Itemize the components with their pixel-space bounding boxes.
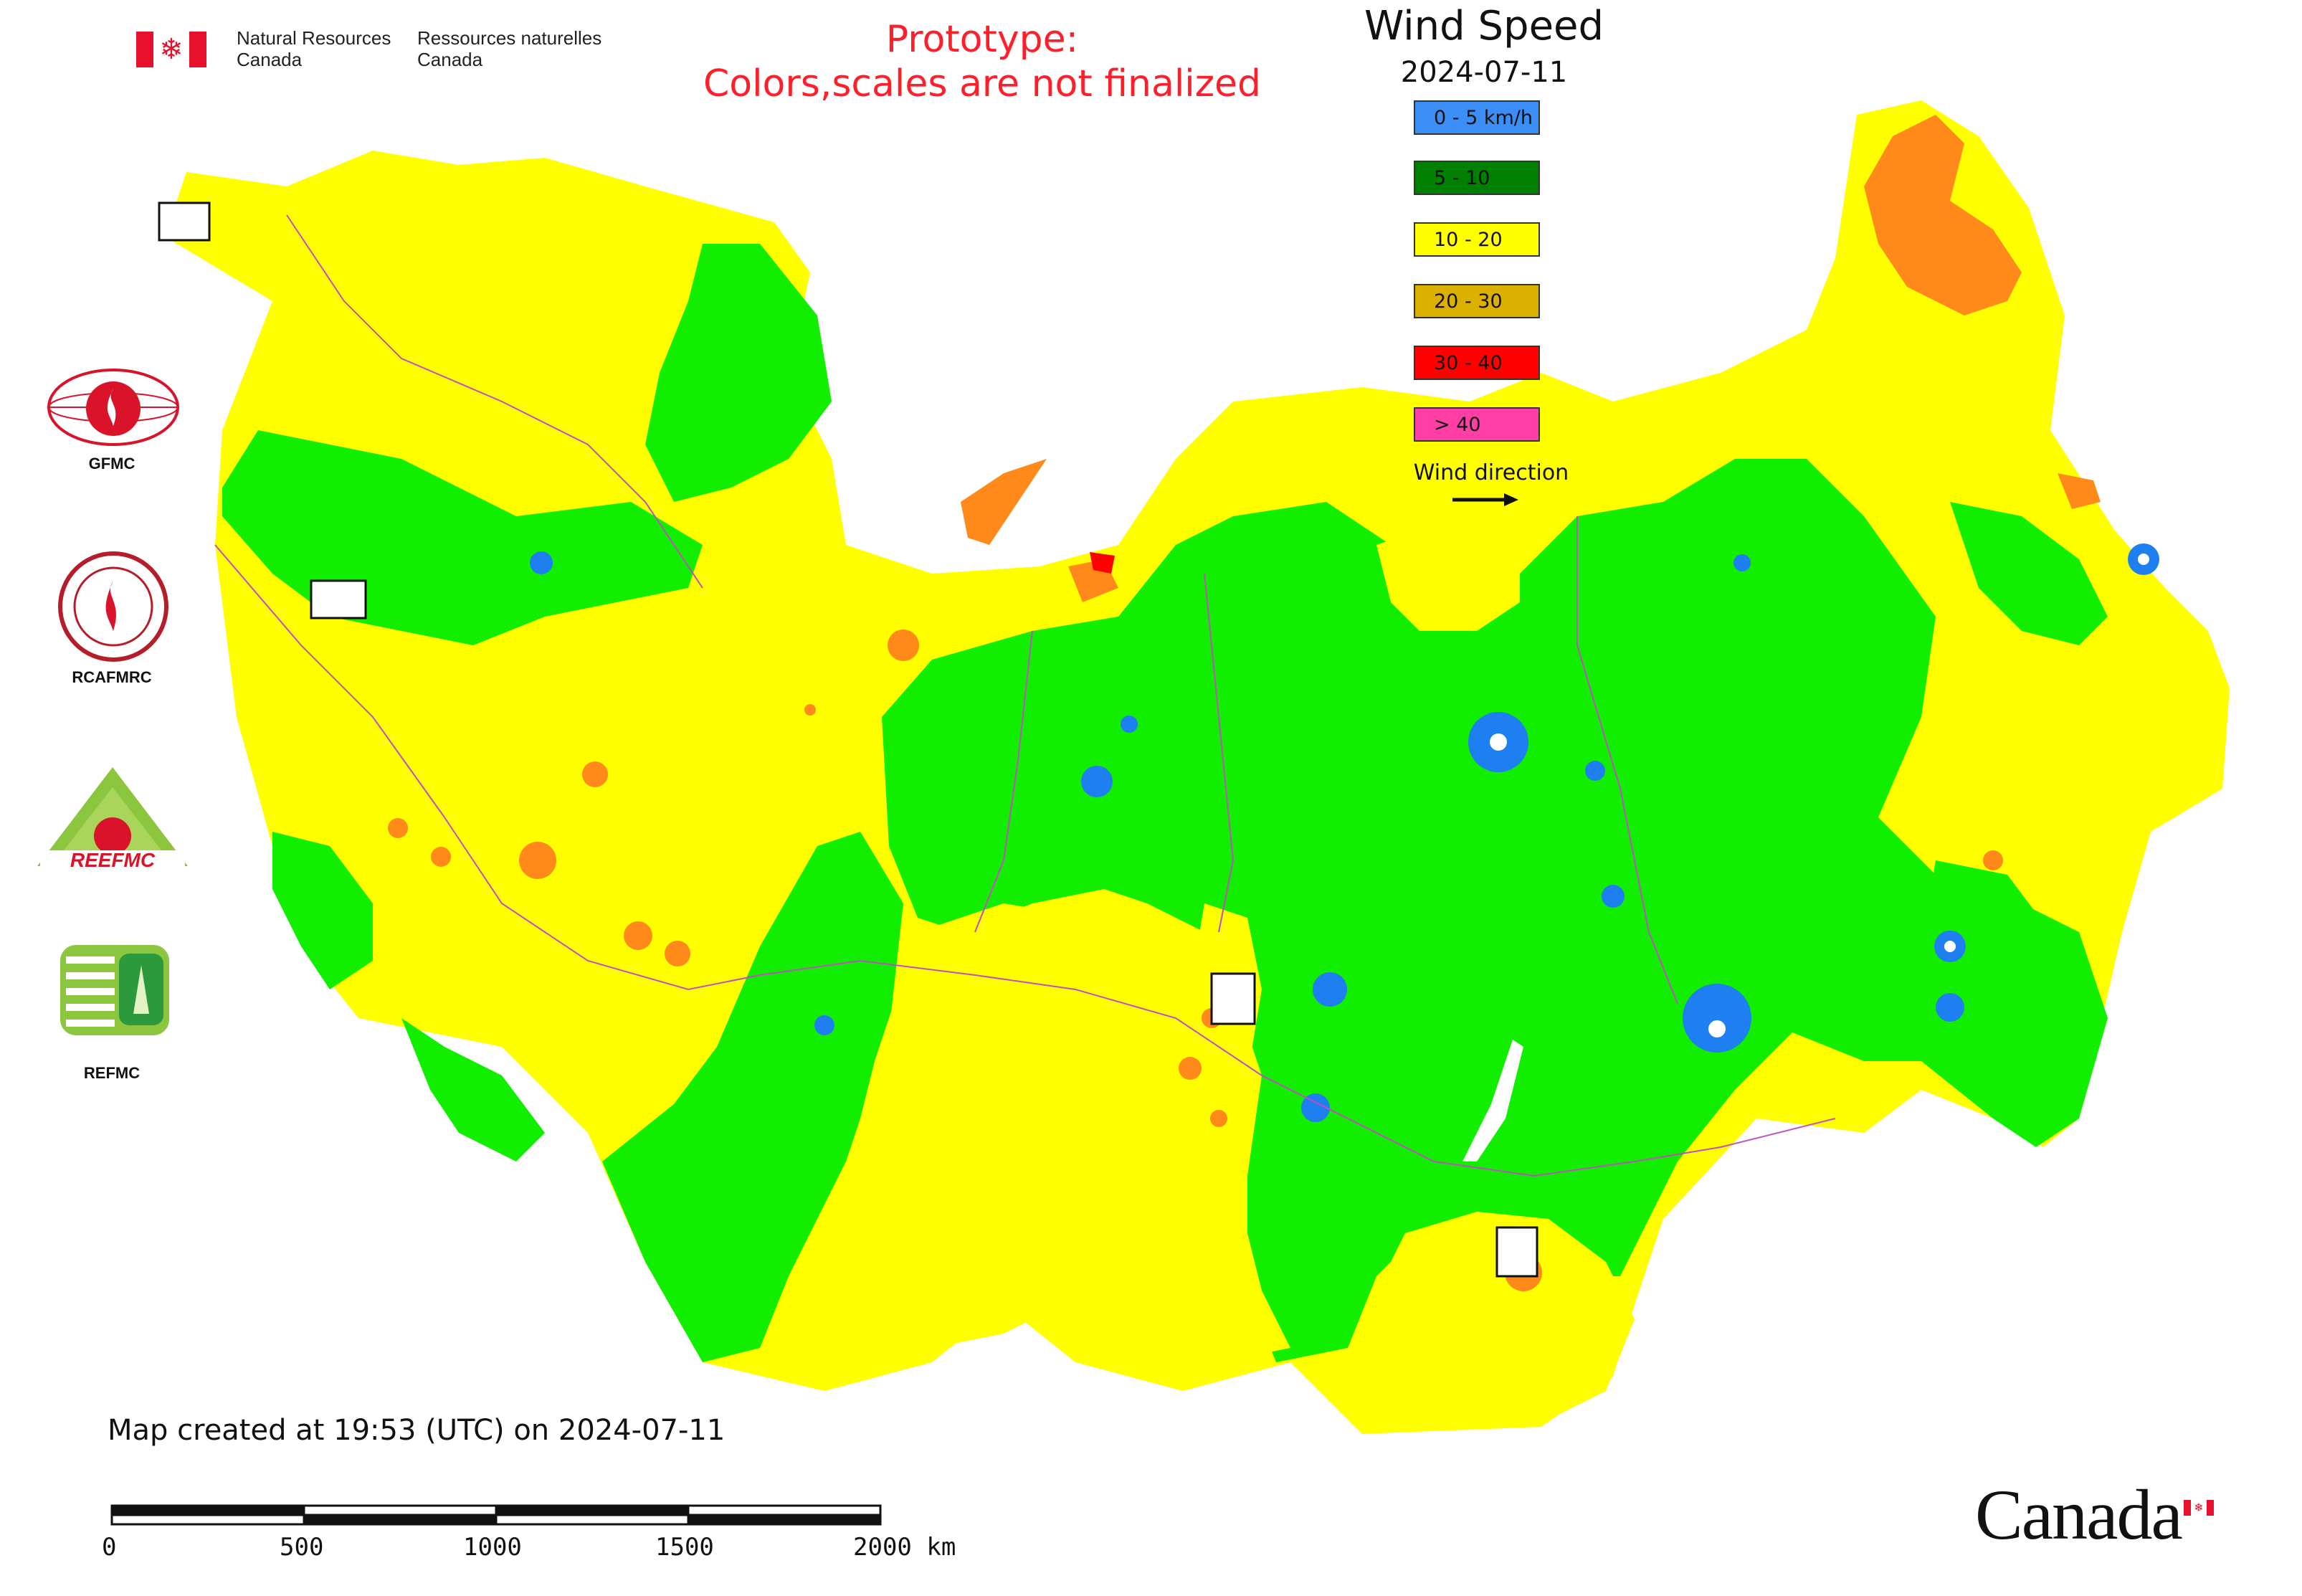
green-zone-siberia	[882, 459, 2108, 1362]
legend-date: 2024-07-11	[1400, 56, 1568, 89]
station-markers	[158, 201, 1538, 1278]
refmc-logo-icon	[59, 944, 171, 1037]
rcafmrc-logo-icon	[57, 551, 169, 662]
legend-item-5-10: 5 - 10	[1414, 161, 1540, 195]
scale-tick-1500: 1500	[655, 1533, 714, 1562]
red-spot-yamal-tip	[1090, 552, 1115, 574]
nrcan-signature-en: Natural Resources Canada	[237, 27, 391, 70]
nrcan-en-line2: Canada	[237, 49, 303, 70]
rcafmrc-label: RCAFMRC	[72, 668, 152, 686]
reefmc-logo-icon	[36, 766, 189, 873]
prototype-line2: Colors,scales are not finalized	[703, 62, 1262, 105]
canada-flag-icon: ❄	[136, 32, 206, 67]
canada-wordmark-flag-icon: ❄	[2184, 1500, 2214, 1516]
scale-bar	[110, 1504, 882, 1526]
yellow-zone-kazakh	[817, 903, 1176, 1348]
nrcan-en-line1: Natural Resources	[237, 27, 391, 49]
scale-tick-0: 0	[102, 1533, 117, 1562]
yellow-zone-taimyr	[1376, 516, 1520, 631]
nrcan-fr-line1: Ressources naturelles	[417, 27, 602, 49]
gfmc-label: GFMC	[88, 455, 135, 472]
green-zone-southwest	[602, 832, 903, 1362]
wind-direction-label: Wind direction	[1413, 460, 1569, 485]
green-zone-far-east	[1950, 502, 2108, 645]
reefmc-logo-text: REEFMC	[70, 849, 156, 871]
scale-tick-1000: 1000	[463, 1533, 522, 1562]
legend-title: Wind Speed	[1364, 3, 1604, 49]
orange-zone-kamchatka	[2058, 473, 2101, 509]
scale-tick-2000-km: 2000 km	[853, 1533, 956, 1562]
gfmc-logo-icon	[42, 364, 185, 449]
wind-direction-arrow-icon	[1452, 493, 1518, 506]
legend-item-over-40: > 40	[1414, 407, 1540, 442]
green-zone-amur	[1921, 860, 2079, 1133]
legend-item-30-40: 30 - 40	[1414, 346, 1540, 380]
refmc-label: REFMC	[83, 1064, 141, 1082]
map-created-timestamp: Map created at 19:53 (UTC) on 2024-07-11	[108, 1414, 726, 1447]
admin-borders	[214, 214, 1836, 1177]
nrcan-fr-line2: Canada	[417, 49, 483, 70]
lake-baikal	[1462, 1040, 1523, 1162]
nrcan-signature-fr: Ressources naturelles Canada	[417, 27, 601, 70]
legend-item-20-30: 20 - 30	[1414, 284, 1540, 318]
green-zone-northwest	[645, 244, 832, 502]
legend-item-0-5: 0 - 5 km/h	[1414, 100, 1540, 135]
green-zone-west-edge	[272, 832, 373, 989]
prototype-line1: Prototype:	[885, 18, 1079, 61]
scale-tick-500: 500	[280, 1533, 324, 1562]
legend-item-10-20: 10 - 20	[1414, 222, 1540, 257]
yellow-zone-altai	[1161, 903, 1290, 1362]
white-spot-centers	[1490, 554, 2149, 1037]
orange-zone-chukotka	[1864, 115, 2022, 315]
canada-wordmark: Canada	[1975, 1475, 2183, 1554]
orange-zone-novaya-zemlya	[961, 459, 1047, 545]
green-zone-caucasus	[401, 1018, 545, 1162]
yellow-zone-mongolia	[1362, 1212, 1635, 1427]
